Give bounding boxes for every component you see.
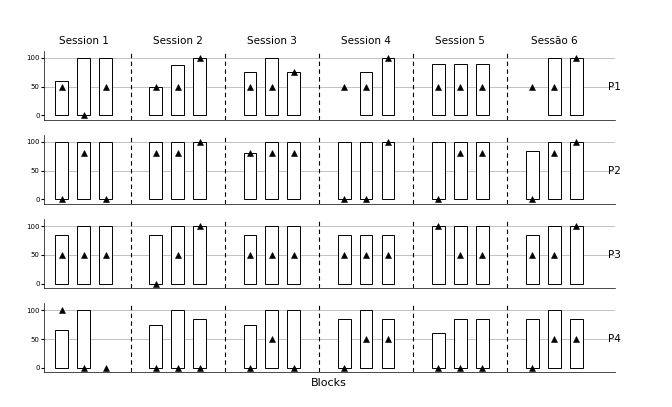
- Bar: [454, 319, 466, 368]
- Bar: [476, 63, 489, 115]
- Bar: [77, 142, 90, 199]
- Bar: [570, 319, 583, 368]
- Text: P3: P3: [608, 250, 622, 260]
- Bar: [476, 226, 489, 284]
- Bar: [337, 235, 351, 284]
- Text: P1: P1: [608, 81, 622, 92]
- Bar: [476, 142, 489, 199]
- Bar: [432, 333, 445, 368]
- Bar: [265, 58, 278, 115]
- Bar: [55, 330, 68, 368]
- Text: Session 5: Session 5: [435, 36, 485, 46]
- Bar: [526, 319, 539, 368]
- Bar: [149, 325, 163, 368]
- Bar: [288, 310, 300, 368]
- Bar: [382, 58, 394, 115]
- Bar: [243, 72, 257, 115]
- Bar: [570, 226, 583, 284]
- Bar: [454, 226, 466, 284]
- Bar: [243, 325, 257, 368]
- Bar: [570, 142, 583, 199]
- Bar: [265, 142, 278, 199]
- Bar: [360, 310, 372, 368]
- Text: Session 1: Session 1: [58, 36, 109, 46]
- Bar: [288, 72, 300, 115]
- Text: P4: P4: [608, 334, 622, 344]
- Bar: [432, 63, 445, 115]
- Bar: [382, 235, 394, 284]
- Bar: [194, 58, 206, 115]
- Bar: [432, 142, 445, 199]
- Bar: [99, 142, 112, 199]
- Bar: [360, 235, 372, 284]
- Bar: [243, 235, 257, 284]
- Bar: [360, 142, 372, 199]
- Bar: [337, 142, 351, 199]
- Bar: [77, 58, 90, 115]
- Bar: [526, 235, 539, 284]
- Bar: [288, 142, 300, 199]
- Bar: [454, 63, 466, 115]
- Bar: [526, 151, 539, 199]
- Text: Sessão 6: Sessão 6: [531, 36, 578, 46]
- Bar: [171, 65, 184, 115]
- Bar: [171, 226, 184, 284]
- Bar: [548, 310, 560, 368]
- Bar: [194, 226, 206, 284]
- Bar: [194, 142, 206, 199]
- Bar: [77, 310, 90, 368]
- Bar: [55, 142, 68, 199]
- Bar: [382, 319, 394, 368]
- Text: P2: P2: [608, 166, 622, 176]
- Bar: [265, 310, 278, 368]
- Bar: [476, 319, 489, 368]
- Bar: [337, 319, 351, 368]
- Bar: [548, 58, 560, 115]
- Bar: [149, 142, 163, 199]
- Bar: [149, 235, 163, 284]
- Bar: [548, 226, 560, 284]
- Bar: [360, 72, 372, 115]
- Bar: [288, 226, 300, 284]
- Bar: [99, 226, 112, 284]
- Bar: [382, 142, 394, 199]
- Text: Session 2: Session 2: [153, 36, 203, 46]
- Bar: [454, 142, 466, 199]
- Bar: [77, 226, 90, 284]
- Text: Session 3: Session 3: [247, 36, 297, 46]
- X-axis label: Blocks: Blocks: [311, 378, 347, 388]
- Bar: [55, 81, 68, 115]
- Bar: [432, 226, 445, 284]
- Bar: [171, 310, 184, 368]
- Bar: [265, 226, 278, 284]
- Bar: [55, 235, 68, 284]
- Bar: [570, 58, 583, 115]
- Text: Session 4: Session 4: [341, 36, 391, 46]
- Bar: [99, 58, 112, 115]
- Bar: [194, 319, 206, 368]
- Bar: [171, 142, 184, 199]
- Bar: [149, 87, 163, 115]
- Bar: [243, 153, 257, 199]
- Bar: [548, 142, 560, 199]
